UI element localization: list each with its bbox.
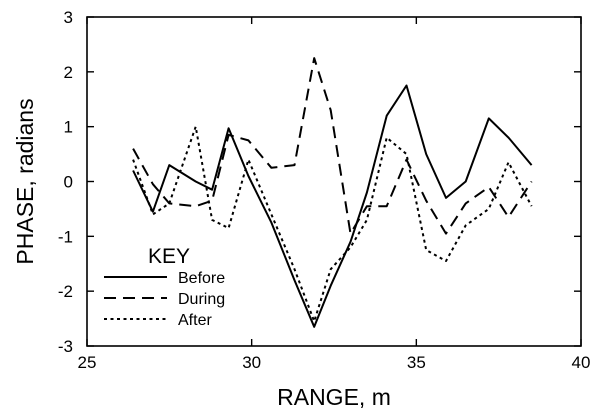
y-tick-label: -2	[58, 282, 73, 301]
legend-items: Before During After	[104, 270, 225, 329]
x-tick-label: 25	[78, 353, 97, 372]
plot-frame	[86, 16, 582, 347]
legend-title: KEY	[148, 245, 190, 268]
series-line-before	[132, 84, 533, 328]
x-tick-label: 40	[572, 353, 591, 372]
x-tick-label: 35	[407, 353, 426, 372]
y-tick-label: -1	[58, 227, 73, 246]
axis-ticks	[86, 16, 582, 347]
legend-label-during: During	[178, 291, 225, 308]
series-line-during	[132, 57, 533, 235]
y-axis-title: PHASE, radians	[12, 98, 38, 264]
series-lines	[132, 57, 533, 328]
x-axis-title: RANGE, m	[277, 384, 391, 410]
legend: KEY Before During After	[104, 245, 225, 329]
y-tick-label: 3	[64, 8, 73, 27]
legend-label-before: Before	[178, 270, 225, 287]
series-line-after	[132, 125, 533, 323]
legend-label-after: After	[178, 312, 212, 329]
y-tick-label: 1	[64, 118, 73, 137]
y-tick-label: -3	[58, 337, 73, 356]
x-tick-label: 30	[242, 353, 261, 372]
tick-labels: 25 30 35 40 -3 -2 -1 0 1 2 3	[58, 8, 591, 372]
y-tick-label: 2	[64, 63, 73, 82]
y-tick-label: 0	[64, 173, 73, 192]
